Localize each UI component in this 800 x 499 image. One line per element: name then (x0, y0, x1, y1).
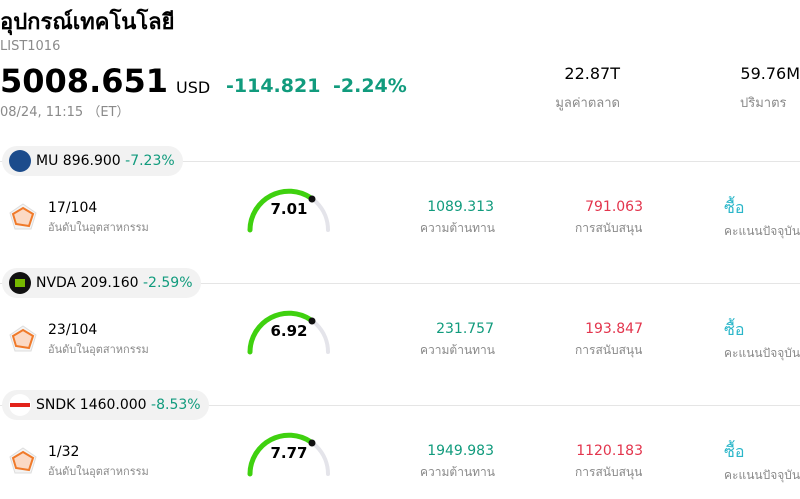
stock-price: 896.900 (62, 153, 121, 169)
currency: USD (176, 78, 211, 97)
action-label: คะแนนปัจจุบัน (724, 468, 800, 482)
separator (0, 405, 800, 406)
support: 791.063 (585, 199, 643, 215)
ticker: MU (36, 153, 59, 169)
change-pct: -2.24% (333, 75, 407, 97)
action-label: คะแนนปัจจุบัน (724, 346, 800, 360)
rank-label: อันดับในอุตสาหกรรม (48, 221, 149, 234)
time: 08/24, 11:15 （ET） (0, 105, 130, 120)
resistance-label: ความต้านทาน (420, 343, 495, 357)
stock-pill[interactable]: SNDK 1460.000 -8.53% (2, 390, 209, 420)
stock-change: -2.59% (142, 275, 193, 291)
code: LIST1016 (0, 39, 61, 54)
resistance-label: ความต้านทาน (420, 221, 495, 235)
stock-logo (9, 394, 31, 416)
rank: 1/32 (48, 444, 80, 460)
stock-price: 209.160 (80, 275, 139, 291)
support-label: การสนับสนุน (575, 343, 643, 357)
action[interactable]: ซื้อ (724, 198, 745, 217)
rank: 23/104 (48, 322, 98, 338)
ticker: SNDK (36, 397, 76, 413)
market-cap-label: มูลค่าตลาด (555, 96, 620, 111)
support: 193.847 (585, 321, 643, 337)
resistance-label: ความต้านทาน (420, 465, 495, 479)
change: -114.821 (226, 75, 321, 97)
rank-icon (9, 447, 37, 474)
title: อุปกรณ์เทคโนโลยี (0, 10, 175, 35)
score: 7.77 (270, 444, 308, 462)
score-gauge (247, 432, 330, 477)
separator (0, 161, 800, 162)
price: 5008.651 (0, 62, 169, 100)
stock-change: -7.23% (125, 153, 175, 169)
support-label: การสนับสนุน (575, 221, 643, 235)
rank-icon (9, 203, 37, 230)
resistance: 231.757 (436, 321, 494, 337)
ticker: NVDA (36, 275, 77, 291)
stock-price: 1460.000 (79, 397, 147, 413)
logo-mark (15, 279, 25, 287)
stock-pill[interactable]: NVDA 209.160 -2.59% (2, 268, 201, 298)
rank-label: อันดับในอุตสาหกรรม (48, 465, 149, 478)
rank: 17/104 (48, 200, 98, 216)
score: 6.92 (270, 322, 308, 340)
score: 7.01 (270, 200, 308, 218)
volume: 59.76M (740, 64, 800, 83)
market-cap: 22.87T (564, 64, 620, 83)
support: 1120.183 (576, 443, 643, 459)
stock-logo (9, 150, 31, 172)
rank-label: อันดับในอุตสาหกรรม (48, 343, 149, 356)
score-gauge (247, 188, 330, 233)
resistance: 1949.983 (427, 443, 494, 459)
action-label: คะแนนปัจจุบัน (724, 224, 800, 238)
score-gauge (247, 310, 330, 355)
stock-change: -8.53% (151, 397, 201, 413)
stock-logo (9, 272, 31, 294)
action[interactable]: ซื้อ (724, 320, 745, 339)
rank-icon (9, 325, 37, 352)
action[interactable]: ซื้อ (724, 442, 745, 461)
logo-mark (10, 403, 30, 407)
resistance: 1089.313 (427, 199, 494, 215)
stock-pill[interactable]: MU 896.900 -7.23% (2, 146, 183, 176)
volume-label: ปริมาตร (740, 96, 787, 111)
separator (0, 283, 800, 284)
support-label: การสนับสนุน (575, 465, 643, 479)
